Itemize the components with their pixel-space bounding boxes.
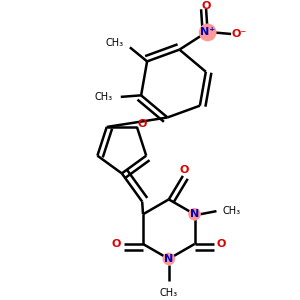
Text: N⁺: N⁺: [200, 27, 215, 38]
Text: CH₃: CH₃: [95, 92, 113, 102]
Text: O: O: [179, 165, 188, 175]
Text: O⁻: O⁻: [231, 29, 247, 39]
Text: CH₃: CH₃: [160, 288, 178, 298]
Text: CH₃: CH₃: [222, 206, 240, 216]
Text: CH₃: CH₃: [106, 38, 124, 48]
Text: N: N: [164, 254, 173, 264]
Text: O: O: [201, 1, 211, 11]
Text: O: O: [138, 119, 147, 130]
Text: O: O: [112, 239, 121, 249]
Text: N: N: [190, 209, 199, 219]
Text: O: O: [217, 239, 226, 249]
